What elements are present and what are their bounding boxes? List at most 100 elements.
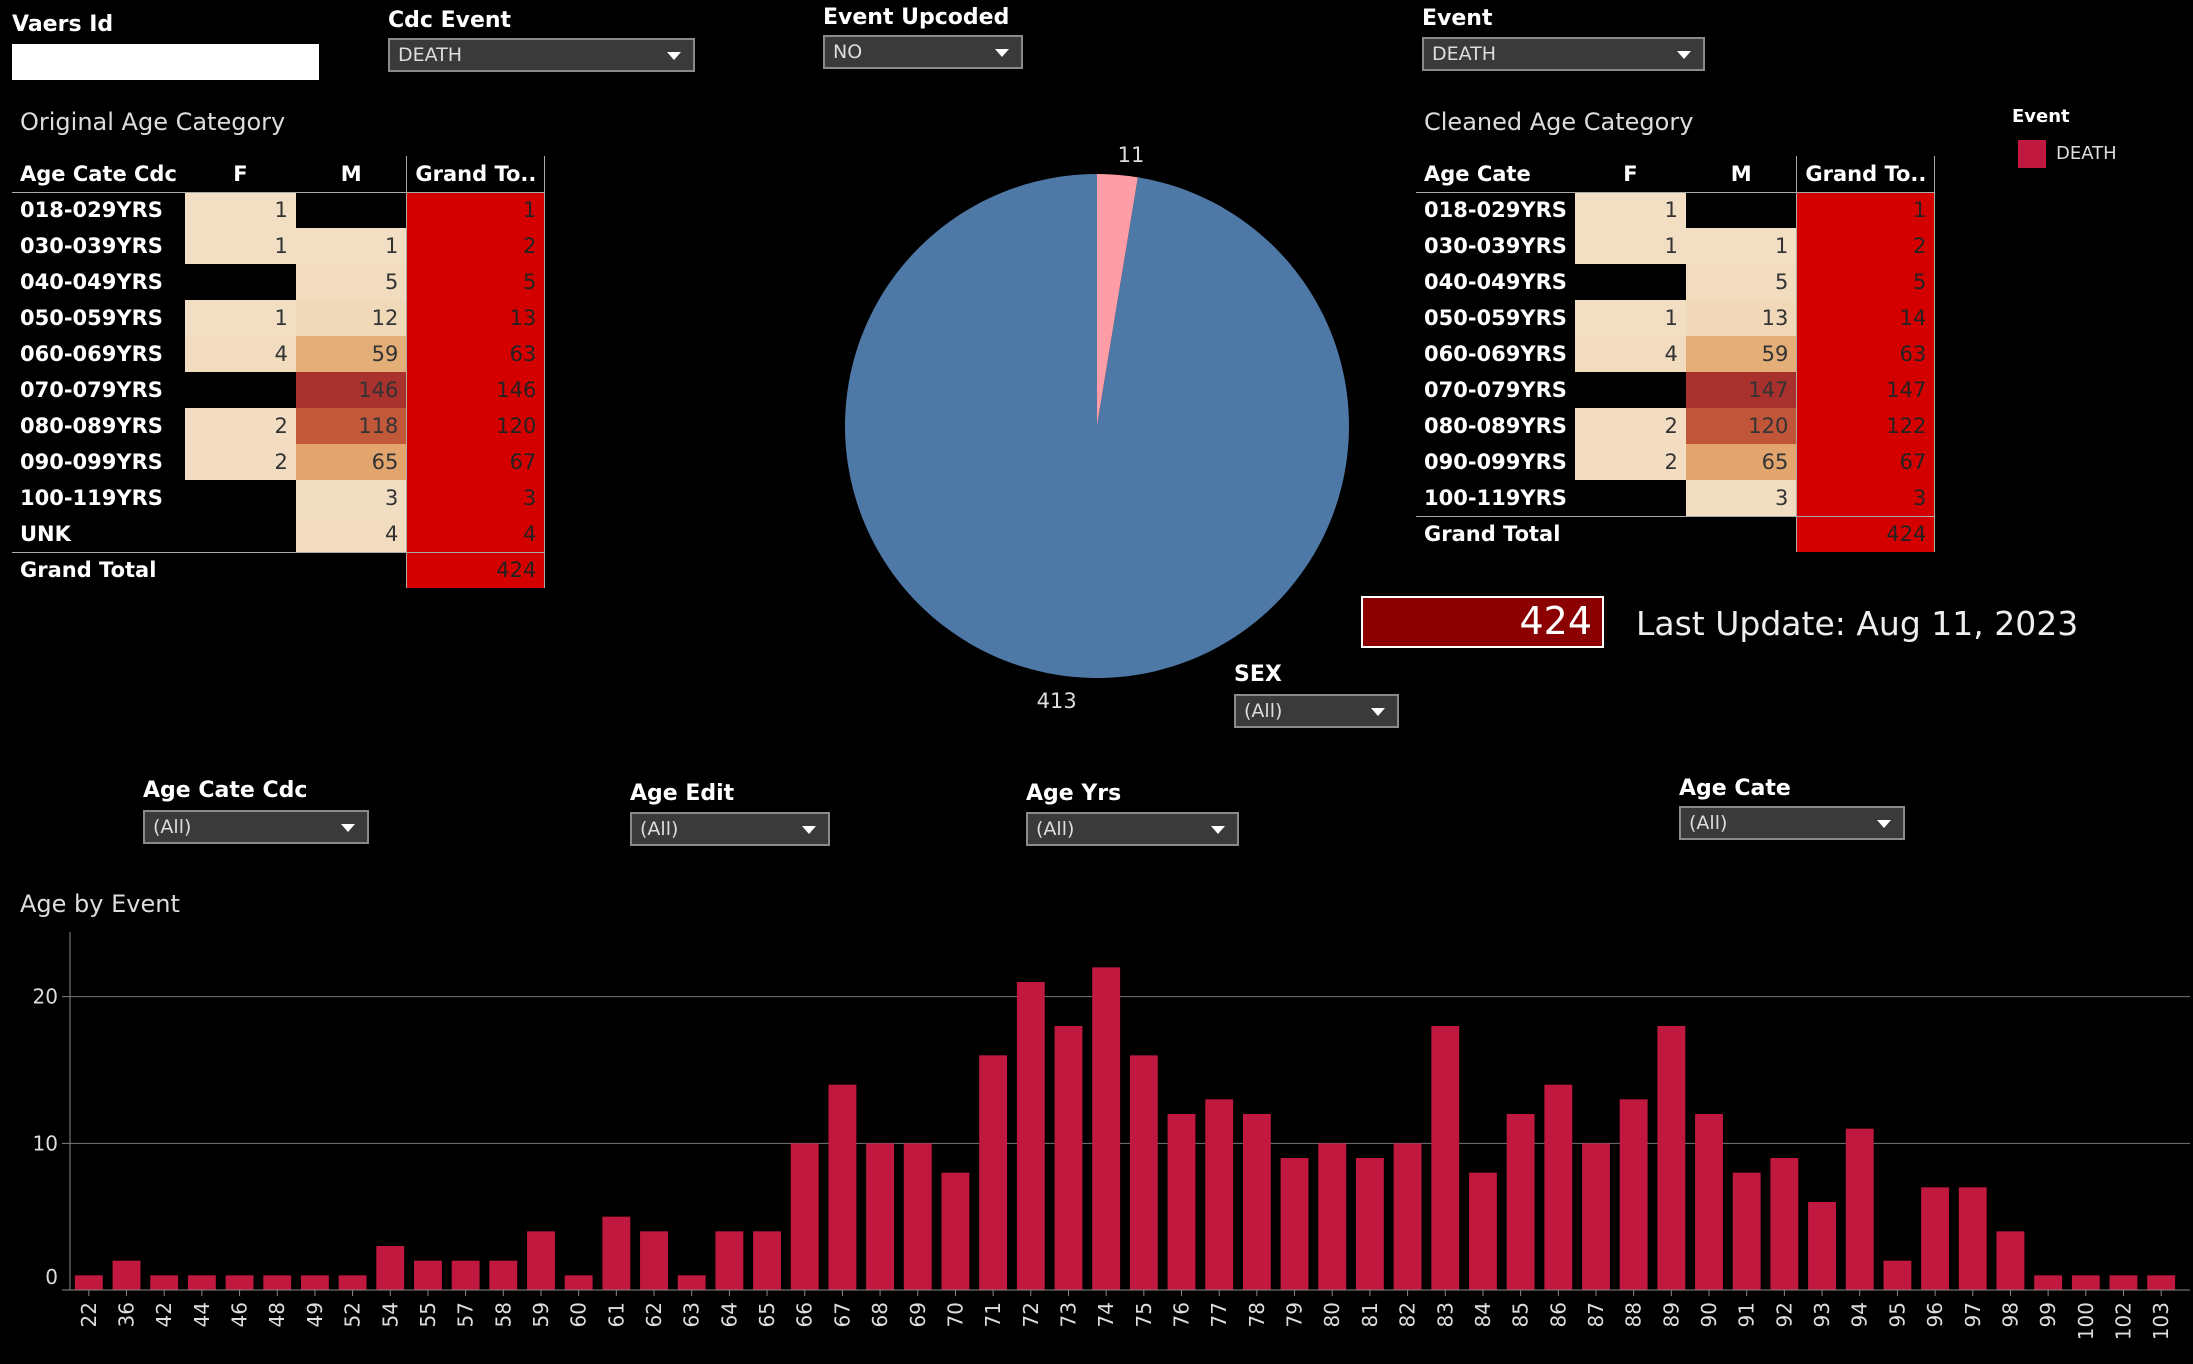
bar[interactable] (1732, 1172, 1761, 1290)
table-row[interactable]: 030-039YRS 1 1 2 (12, 228, 546, 264)
bar[interactable] (1996, 1231, 2025, 1290)
bar[interactable] (1167, 1114, 1196, 1290)
bar[interactable] (677, 1275, 706, 1290)
bar[interactable] (1808, 1202, 1836, 1290)
table-row[interactable]: 018-029YRS 1 1 (12, 192, 546, 228)
bar[interactable] (790, 1143, 819, 1290)
bar[interactable] (376, 1246, 405, 1290)
legend-item-death[interactable]: DEATH (2056, 143, 2117, 164)
bar[interactable] (150, 1275, 179, 1290)
age-cate-cdc-dropdown[interactable]: (All) (143, 810, 369, 844)
bar[interactable] (1657, 1026, 1686, 1290)
bar[interactable] (1883, 1260, 1912, 1290)
legend-swatch[interactable] (2018, 140, 2046, 168)
bar[interactable] (300, 1275, 329, 1290)
cell-f: 1 (184, 228, 296, 264)
bar[interactable] (2034, 1275, 2063, 1290)
bar[interactable] (1205, 1099, 1234, 1290)
bar[interactable] (263, 1275, 292, 1290)
bar[interactable] (979, 1055, 1008, 1290)
sex-dropdown[interactable]: (All) (1234, 694, 1399, 728)
cell-m (1685, 192, 1797, 228)
table-row[interactable]: 080-089YRS 2 120 122 (1416, 408, 1936, 444)
bar[interactable] (1695, 1114, 1723, 1290)
legend-title: Event (2012, 106, 2070, 127)
bar[interactable] (602, 1216, 631, 1290)
table-row[interactable]: 100-119YRS 3 3 (1416, 480, 1936, 516)
bar[interactable] (941, 1172, 970, 1290)
event-upcoded-dropdown[interactable]: NO (823, 35, 1023, 69)
row-label: 060-069YRS (1424, 342, 1567, 366)
table-row[interactable]: 050-059YRS 1 12 13 (12, 300, 546, 336)
table-row[interactable]: 030-039YRS 1 1 2 (1416, 228, 1936, 264)
table-row[interactable]: 050-059YRS 1 13 14 (1416, 300, 1936, 336)
bar[interactable] (564, 1275, 593, 1290)
bar[interactable] (1770, 1158, 1799, 1290)
bar[interactable] (1431, 1026, 1460, 1290)
bar[interactable] (1054, 1026, 1083, 1290)
cdc-event-dropdown[interactable]: DEATH (388, 38, 695, 72)
table-row[interactable]: 040-049YRS 5 5 (1416, 264, 1936, 300)
bar[interactable] (1506, 1114, 1535, 1290)
bar[interactable] (527, 1231, 555, 1290)
table-row[interactable]: 060-069YRS 4 59 63 (12, 336, 546, 372)
bar[interactable] (903, 1143, 932, 1290)
x-tick-label: 48 (265, 1302, 289, 1327)
bar[interactable] (1242, 1114, 1271, 1290)
bar[interactable] (753, 1231, 781, 1290)
bar[interactable] (2109, 1275, 2138, 1290)
bar[interactable] (715, 1231, 744, 1290)
grand-total-row[interactable]: Grand Total 424 (12, 551, 546, 588)
bar[interactable] (1469, 1172, 1497, 1290)
bar[interactable] (187, 1275, 216, 1290)
pie-slice[interactable] (1097, 174, 1138, 426)
bar[interactable] (1921, 1187, 1950, 1290)
bar[interactable] (1544, 1084, 1573, 1290)
bar[interactable] (1016, 982, 1045, 1290)
bar[interactable] (112, 1260, 141, 1290)
bar[interactable] (640, 1231, 668, 1290)
bar[interactable] (1092, 967, 1121, 1290)
bar[interactable] (2147, 1275, 2176, 1290)
bar[interactable] (1582, 1143, 1610, 1290)
bar[interactable] (1619, 1099, 1648, 1290)
table-row[interactable]: 070-079YRS 147 147 (1416, 372, 1936, 408)
empty-cell (184, 551, 407, 588)
age-cate-cdc-label: Age Cate Cdc (143, 778, 308, 803)
pie-slice[interactable] (845, 174, 1349, 679)
table-row[interactable]: 070-079YRS 146 146 (12, 372, 546, 408)
bar[interactable] (414, 1260, 442, 1290)
table-row[interactable]: UNK 4 4 (12, 516, 546, 552)
x-tick-label: 94 (1848, 1302, 1872, 1327)
table-row[interactable]: 080-089YRS 2 118 120 (12, 408, 546, 444)
bar[interactable] (1280, 1158, 1309, 1290)
cell-f: 1 (184, 192, 296, 228)
age-cate-dropdown[interactable]: (All) (1679, 806, 1905, 840)
bar[interactable] (2071, 1275, 2100, 1290)
grand-total-row[interactable]: Grand Total 424 (1416, 515, 1936, 552)
bar[interactable] (1958, 1187, 1987, 1290)
bar[interactable] (828, 1084, 857, 1290)
bar[interactable] (451, 1260, 480, 1290)
table-row[interactable]: 090-099YRS 2 65 67 (1416, 444, 1936, 480)
vaers-id-input[interactable] (12, 44, 319, 80)
bar[interactable] (1393, 1143, 1422, 1290)
age-edit-dropdown[interactable]: (All) (630, 812, 830, 846)
bar[interactable] (338, 1275, 367, 1290)
bar[interactable] (74, 1275, 103, 1290)
table-row[interactable]: 018-029YRS 1 1 (1416, 192, 1936, 228)
bar[interactable] (489, 1260, 518, 1290)
table-row[interactable]: 040-049YRS 5 5 (12, 264, 546, 300)
table-row[interactable]: 090-099YRS 2 65 67 (12, 444, 546, 480)
age-yrs-dropdown[interactable]: (All) (1026, 812, 1239, 846)
bar[interactable] (1318, 1143, 1347, 1290)
bar[interactable] (1845, 1128, 1874, 1290)
bar[interactable] (1355, 1158, 1384, 1290)
bar[interactable] (866, 1143, 895, 1290)
x-tick-label: 54 (378, 1302, 402, 1327)
table-row[interactable]: 100-119YRS 3 3 (12, 480, 546, 516)
bar[interactable] (1129, 1055, 1158, 1290)
table-row[interactable]: 060-069YRS 4 59 63 (1416, 336, 1936, 372)
bar[interactable] (225, 1275, 254, 1290)
event-dropdown[interactable]: DEATH (1422, 37, 1705, 71)
